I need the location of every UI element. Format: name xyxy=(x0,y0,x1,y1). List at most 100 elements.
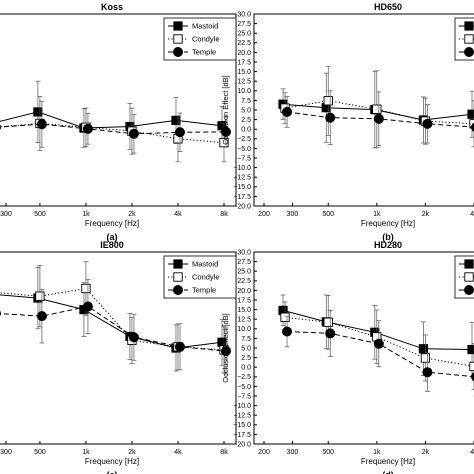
x-tick-label: 8k xyxy=(220,211,228,218)
data-point-condyle xyxy=(280,312,290,322)
data-point-temple xyxy=(373,338,384,349)
data-point-temple xyxy=(128,332,139,343)
legend-label-condyle: Condyle xyxy=(192,35,220,44)
y-tick-label: −7.5 xyxy=(237,393,251,400)
y-tick-label: 7.5 xyxy=(241,98,251,105)
plot-frame xyxy=(0,13,237,207)
y-tick-label: −5.0 xyxy=(237,146,251,153)
x-tick-label: 2k xyxy=(128,211,136,218)
y-tick-label: −5.0 xyxy=(237,384,251,391)
series-line-mastoid xyxy=(0,111,223,129)
data-point-temple xyxy=(36,311,47,322)
series-line-condyle xyxy=(284,316,474,367)
y-tick-label: 12.5 xyxy=(237,317,251,324)
x-tick-label: 300 xyxy=(287,211,299,218)
y-tick-label: −15.0 xyxy=(233,422,251,429)
x-tick-label: 4k xyxy=(470,449,474,456)
y-tick-label: −12.5 xyxy=(233,413,251,420)
data-point-condyle xyxy=(35,291,45,301)
legend-marker-condyle xyxy=(464,34,474,44)
data-point-temple xyxy=(422,367,433,378)
data-point-mastoid xyxy=(171,115,181,125)
legend: Mastoid Condyle Temple xyxy=(163,17,237,61)
data-point-temple xyxy=(422,118,433,129)
y-tick-label: 27.5 xyxy=(237,259,251,266)
data-point-temple xyxy=(325,328,336,339)
x-tick-label: 1k xyxy=(82,449,90,456)
legend-marker-mastoid xyxy=(173,259,183,269)
chart-title: IE800 xyxy=(100,240,124,250)
panel-label: (b) xyxy=(382,232,394,242)
legend-marker-temple xyxy=(463,47,474,58)
x-tick-label: 1k xyxy=(373,449,381,456)
legend-marker-mastoid xyxy=(173,21,183,31)
y-tick-label: 2.5 xyxy=(241,117,251,124)
series-line-condyle xyxy=(0,122,225,144)
y-tick-label: 15.0 xyxy=(237,69,251,76)
y-tick-label: −2.5 xyxy=(237,374,251,381)
plot-frame xyxy=(0,251,237,445)
y-tick-label: 22.5 xyxy=(237,278,251,285)
data-point-mastoid xyxy=(418,344,429,354)
x-tick-label: 500 xyxy=(322,449,334,456)
chart-title: HD650 xyxy=(374,2,402,12)
x-tick-label: 2k xyxy=(422,449,430,456)
data-point-temple xyxy=(174,341,185,352)
data-point-condyle xyxy=(81,283,91,294)
x-tick-label: 4k xyxy=(174,449,182,456)
data-point-temple xyxy=(471,122,474,132)
legend-label-mastoid: Mastoid xyxy=(192,22,218,31)
plot-area xyxy=(0,261,231,375)
y-tick-label: 30.0 xyxy=(237,11,251,18)
data-point-temple xyxy=(325,112,336,123)
series-line-mastoid xyxy=(0,294,223,349)
chart-panel-1: 300 500 1k 2k 4k 8k Frequency [Hz] (a) Koss Masto… xyxy=(0,2,237,242)
x-tick-label: 2k xyxy=(128,449,136,456)
chart-panel-2: −20.0 −17.5 −15.0 −12.5 −10.0 −7.5 −5.0 −2.5 0.0… xyxy=(221,2,474,242)
data-point-condyle xyxy=(372,104,382,114)
x-tick-label: 4k xyxy=(174,211,182,218)
chart-panel-3: 300 500 1k 2k 4k 8k Frequency [Hz] (c) IE800 Mast… xyxy=(0,240,237,474)
legend-label-temple: Temple xyxy=(192,286,216,295)
y-tick-label: 25.0 xyxy=(237,269,251,276)
y-tick-label: 20.0 xyxy=(237,288,251,295)
legend-label-temple: Temple xyxy=(192,48,216,57)
y-tick-label: 10.0 xyxy=(237,326,251,333)
plot-area xyxy=(0,80,231,163)
chart-panel-4: −20.0 −17.5 −15.0 −12.5 −10.0 −7.5 −5.0 −2.5 0.0… xyxy=(221,240,474,474)
legend-marker-temple xyxy=(172,47,183,58)
y-tick-label: 30.0 xyxy=(237,249,251,256)
legend-marker-mastoid xyxy=(464,21,474,31)
data-point-mastoid xyxy=(467,344,474,355)
y-tick-label: 17.5 xyxy=(237,297,251,304)
y-tick-label: 22.5 xyxy=(237,40,251,47)
legend-marker-mastoid xyxy=(464,259,474,269)
data-point-temple xyxy=(282,106,293,117)
data-point-mastoid xyxy=(33,107,43,117)
y-tick-label: 25.0 xyxy=(237,31,251,38)
data-point-condyle xyxy=(323,317,333,327)
data-point-temple xyxy=(220,126,231,137)
data-point-temple xyxy=(282,326,293,337)
data-point-condyle xyxy=(323,96,333,106)
y-axis-label: Occlusion Effect [dB] xyxy=(221,313,230,382)
legend-label-condyle: Condyle xyxy=(192,273,220,282)
x-tick-label: 2k xyxy=(422,211,430,218)
y-tick-label: 5.0 xyxy=(241,107,251,114)
y-tick-label: −17.5 xyxy=(233,194,251,201)
x-tick-label: 1k xyxy=(82,211,90,218)
data-point-mastoid xyxy=(467,109,474,119)
plot-frame xyxy=(253,251,474,445)
x-axis-label: Frequency [Hz] xyxy=(85,219,139,228)
data-point-temple xyxy=(128,128,139,139)
y-tick-label: −10.0 xyxy=(233,165,251,172)
x-tick-label: 500 xyxy=(34,211,46,218)
panel-label: (a) xyxy=(107,232,118,242)
plot-area xyxy=(278,294,474,397)
x-axis-label: Frequency [Hz] xyxy=(361,457,415,466)
y-tick-label: −10.0 xyxy=(233,403,251,410)
x-tick-label: 500 xyxy=(322,211,334,218)
